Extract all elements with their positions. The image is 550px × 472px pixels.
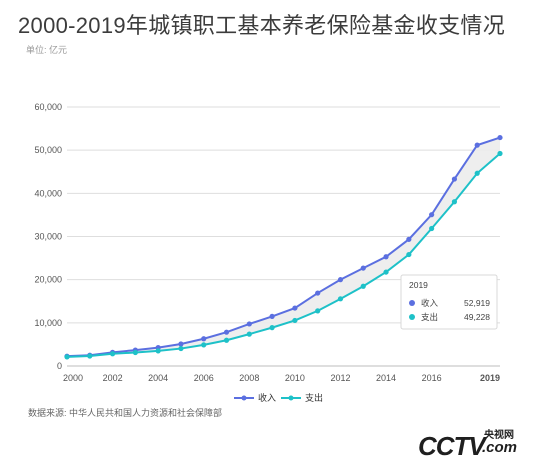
tooltip-year: 2019 — [409, 280, 428, 290]
income-data-point[interactable] — [474, 142, 480, 148]
income-data-point[interactable] — [223, 329, 230, 335]
expense-data-point[interactable] — [64, 354, 70, 360]
expense-data-point[interactable] — [109, 351, 116, 357]
expense-data-point[interactable] — [474, 170, 480, 176]
x-tick-label: 2012 — [330, 373, 350, 383]
income-line — [66, 136, 501, 358]
expense-data-point[interactable] — [406, 251, 412, 258]
y-tick-label: 10,000 — [34, 318, 62, 328]
expense-data-point[interactable] — [223, 337, 230, 343]
expense-data-point[interactable] — [132, 349, 138, 356]
y-tick-label: 60,000 — [34, 102, 62, 112]
income-data-point[interactable] — [360, 265, 366, 271]
expense-data-point[interactable] — [178, 345, 184, 352]
income-data-point[interactable] — [269, 313, 275, 319]
x-tick-label: 2000 — [63, 373, 83, 383]
tooltip-expense-label: 支出 — [421, 312, 438, 322]
expense-data-point[interactable] — [269, 325, 275, 331]
x-tick-label: 2010 — [285, 373, 305, 383]
cctv-logo: CCTV 央视网 .com — [418, 425, 538, 465]
expense-data-point[interactable] — [360, 283, 366, 289]
expense-line — [66, 152, 501, 358]
x-tick-label: 2019 — [480, 373, 500, 383]
expense-data-point[interactable] — [292, 317, 298, 324]
expense-data-point[interactable] — [451, 199, 458, 205]
expense-data-point[interactable] — [337, 296, 344, 302]
x-tick-label: 2016 — [422, 373, 442, 383]
income-data-point[interactable] — [429, 212, 435, 218]
cctv-logo-com: .com — [482, 439, 518, 456]
y-tick-label: 0 — [57, 361, 62, 371]
y-tick-label: 20,000 — [34, 275, 62, 285]
expense-data-point[interactable] — [429, 225, 435, 232]
income-data-point[interactable] — [315, 290, 321, 296]
income-data-point[interactable] — [451, 176, 458, 182]
cctv-logo-mark: CCTV — [418, 431, 486, 461]
expense-data-point[interactable] — [87, 353, 93, 359]
x-tick-label: 2014 — [376, 373, 396, 383]
y-axis-labels: 0 10,000 20,000 30,000 40,000 50,000 60,000 — [34, 102, 62, 371]
expense-data-point[interactable] — [497, 150, 503, 157]
chart-title: 2000-2019年城镇职工基本养老保险基金收支情况 — [18, 13, 506, 38]
expense-points — [64, 150, 503, 360]
income-data-point[interactable] — [497, 134, 503, 141]
expense-data-point[interactable] — [201, 342, 207, 348]
x-tick-label: 2008 — [239, 373, 259, 383]
income-data-point[interactable] — [383, 254, 389, 260]
x-tick-label: 2004 — [148, 373, 168, 383]
data-source: 数据来源: 中华人民共和国人力资源和社会保障部 — [28, 408, 223, 418]
x-tick-label: 2002 — [103, 373, 123, 383]
income-data-point[interactable] — [292, 305, 298, 311]
legend[interactable]: 收入 支出 — [234, 392, 323, 403]
legend-item-income[interactable]: 收入 — [234, 392, 276, 403]
y-tick-label: 30,000 — [34, 232, 62, 242]
expense-data-point[interactable] — [315, 308, 321, 314]
legend-label-income: 收入 — [258, 392, 276, 403]
expense-data-point[interactable] — [155, 348, 161, 354]
income-data-point[interactable] — [178, 341, 184, 347]
income-data-point[interactable] — [201, 336, 207, 342]
unit-label: 单位: 亿元 — [26, 45, 68, 55]
tooltip-expense-value: 49,228 — [464, 312, 490, 322]
y-tick-label: 50,000 — [34, 145, 62, 155]
income-data-point[interactable] — [406, 236, 412, 242]
x-axis-labels: 2000 2002 2004 2006 2008 2010 2012 2014 2016 2019 — [63, 373, 500, 383]
cctv-logo-cn: 央视网 — [484, 430, 514, 441]
tooltip-income-value: 52,919 — [464, 298, 490, 308]
x-tick-label: 2006 — [194, 373, 214, 383]
legend-item-expense[interactable]: 支出 — [281, 392, 323, 403]
income-data-point[interactable] — [337, 277, 344, 283]
tooltip-income-label: 收入 — [421, 298, 439, 308]
y-tick-label: 40,000 — [34, 188, 62, 198]
legend-label-expense: 支出 — [305, 392, 323, 403]
expense-data-point[interactable] — [383, 269, 389, 275]
income-data-point[interactable] — [246, 321, 252, 327]
expense-data-point[interactable] — [246, 331, 252, 337]
tooltip-2019: 2019 收入 52,919 支出 49,228 — [400, 274, 498, 330]
